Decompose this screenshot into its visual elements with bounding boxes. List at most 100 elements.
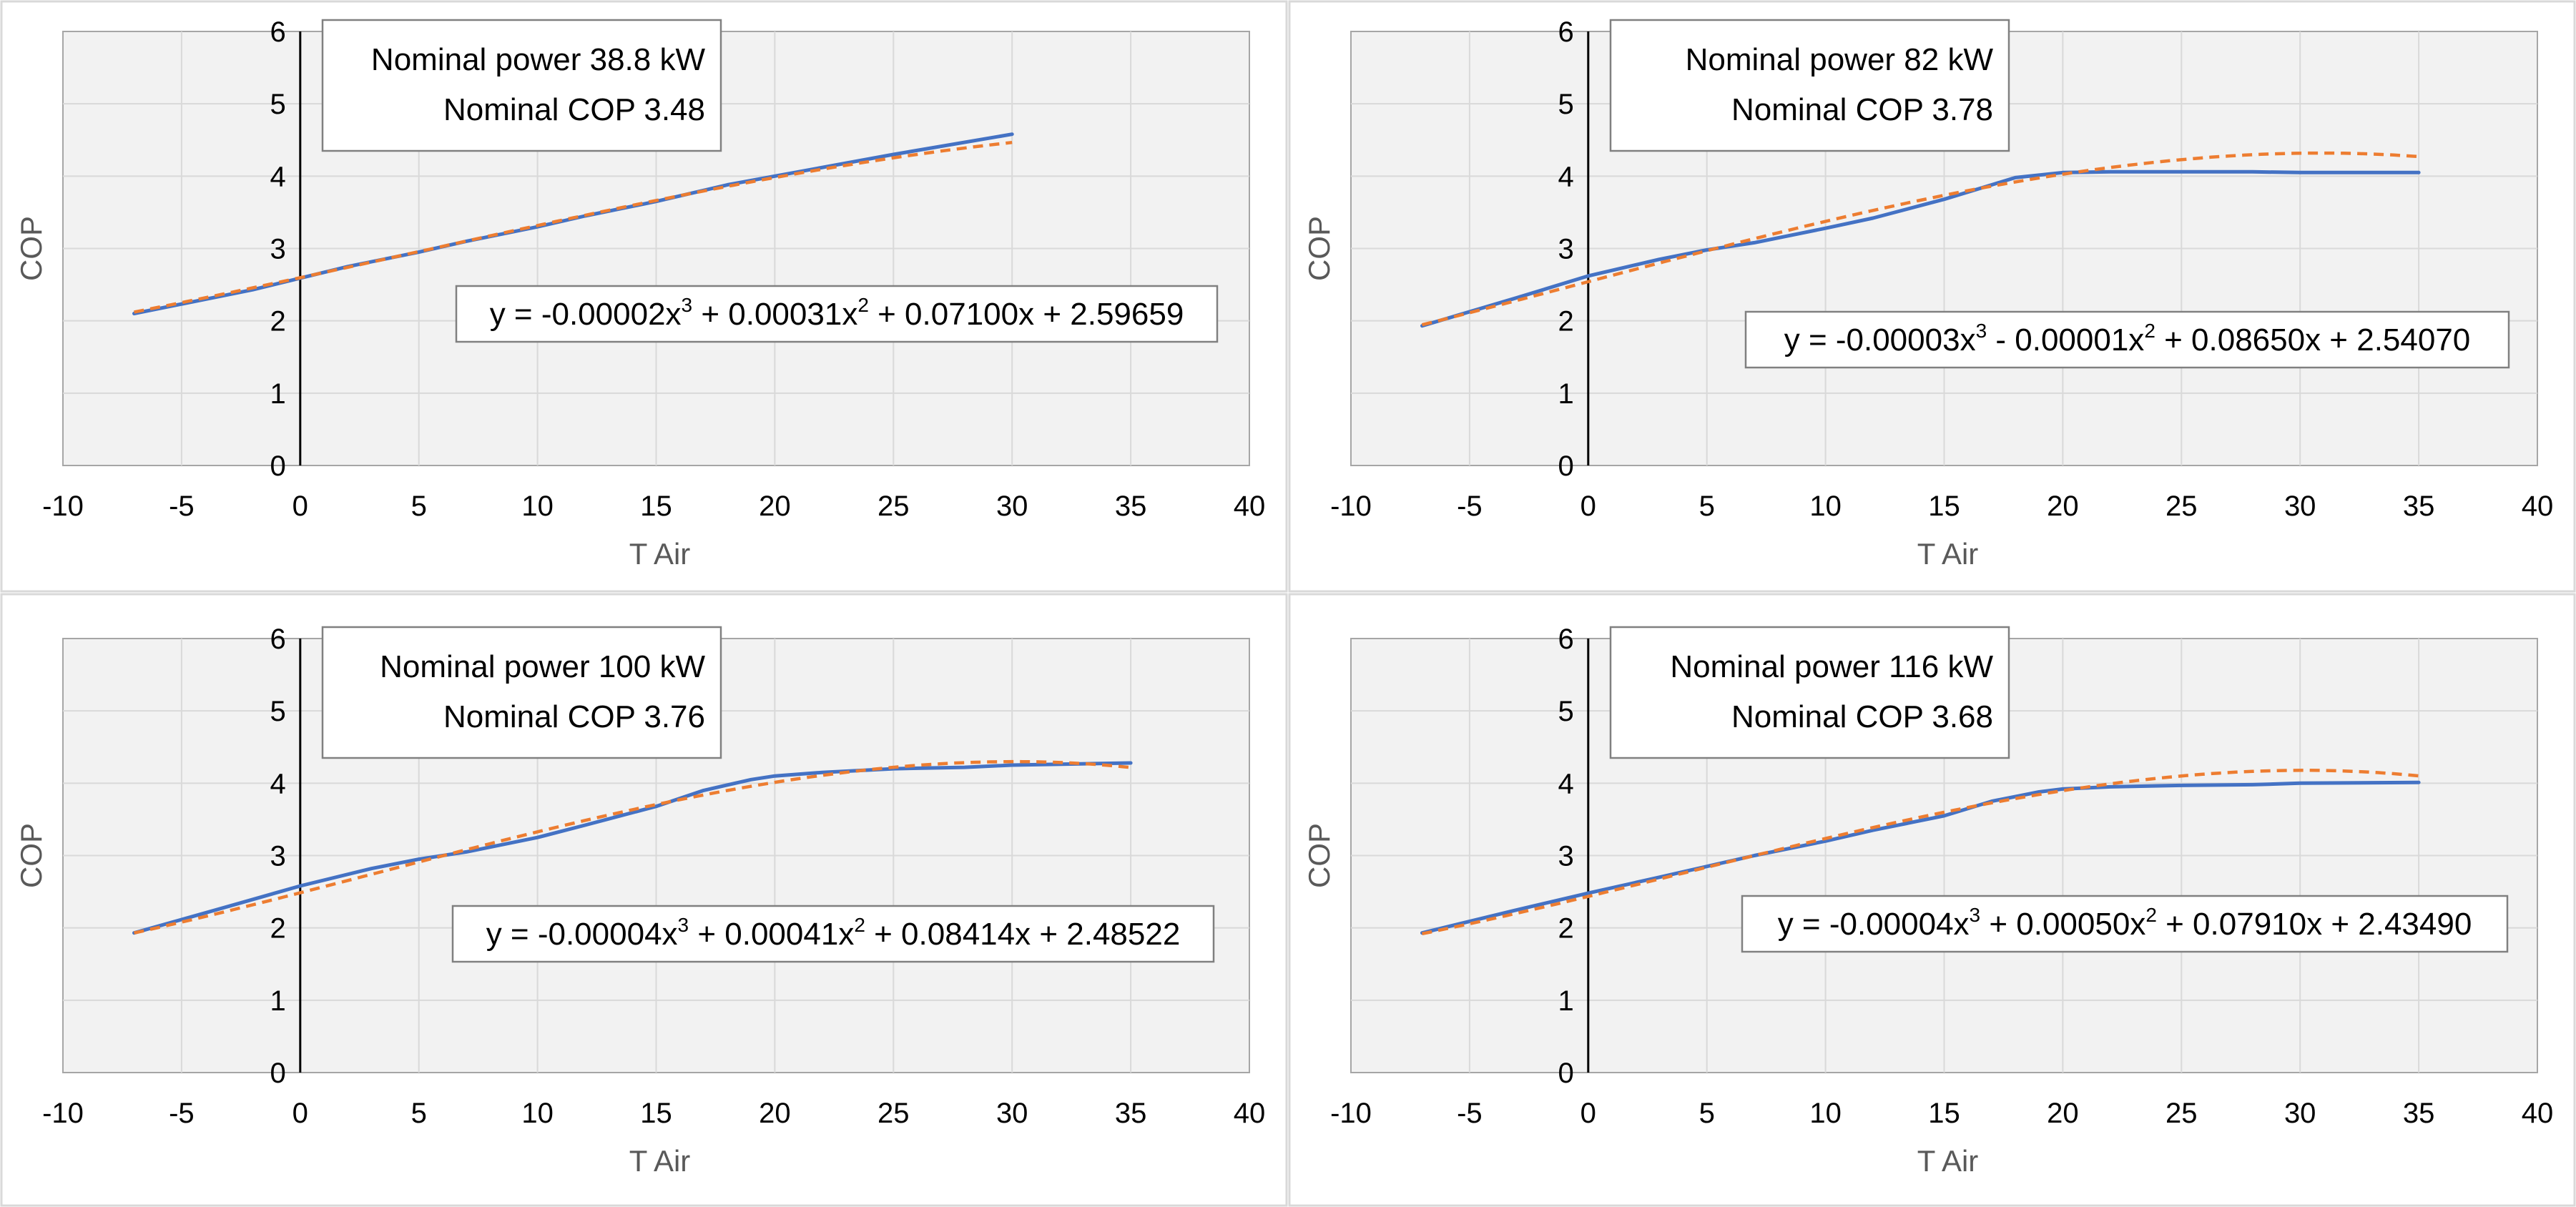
nominal-power-label: Nominal power 82 kW [1686,42,1994,77]
equation-term: y = -0.00002x [490,297,682,332]
x-tick-label: 35 [1115,1098,1147,1129]
x-tick-label: -10 [42,491,84,522]
x-tick-label: 15 [1928,491,1960,522]
x-tick-label: 5 [411,491,427,522]
trendline-equation: y = -0.00003x3 - 0.00001x2 + 0.08650x + … [1784,320,2471,358]
x-tick-label: 10 [1809,1098,1842,1129]
x-tick-label: -5 [1457,1098,1483,1129]
equation-exponent: 2 [2144,320,2155,342]
y-tick-label: 3 [1558,841,1574,872]
x-axis-title: T Air [1917,1144,1979,1178]
x-tick-label: -5 [1457,491,1483,522]
y-tick-label: 0 [270,450,286,482]
y-tick-label: 6 [270,624,286,655]
trendline-equation: y = -0.00002x3 + 0.00031x2 + 0.07100x + … [490,294,1184,332]
y-axis-title: COP [1302,216,1336,281]
x-tick-label: 15 [1928,1098,1960,1129]
y-tick-label: 1 [1558,378,1574,410]
x-axis-title: T Air [1917,537,1979,571]
nominal-power-label: Nominal power 38.8 kW [371,42,706,77]
y-tick-label: 6 [270,16,286,48]
nominal-power-label: Nominal power 100 kW [380,649,705,684]
x-tick-label: -5 [169,491,195,522]
y-tick-label: 5 [1558,89,1574,120]
x-tick-label: 40 [1234,491,1266,522]
nominal-cop-label: Nominal COP 3.76 [443,699,705,734]
equation-exponent: 2 [857,294,869,316]
equation-box [455,285,1219,343]
x-tick-label: 20 [2047,1098,2079,1129]
x-tick-label: 40 [2522,491,2554,522]
series-line-poly-fit [134,140,1013,314]
trendline-equation: y = -0.00004x3 + 0.00041x2 + 0.08414x + … [486,914,1181,952]
y-tick-label: 0 [270,1058,286,1089]
x-tick-label: 20 [759,491,791,522]
series-line-poly-fit [1421,151,2419,327]
x-tick-label: 30 [2284,1098,2316,1129]
y-tick-label: 4 [1558,768,1574,799]
nominal-cop-label: Nominal COP 3.48 [443,92,705,127]
series-line-cop [1420,169,2421,328]
y-tick-label: 1 [270,985,286,1017]
x-tick-label: 40 [1234,1098,1266,1129]
y-tick-label: 1 [270,378,286,410]
y-tick-label: 0 [1558,450,1574,482]
equation-exponent: 3 [1976,320,1987,342]
x-tick-label: 25 [2165,1098,2198,1129]
x-tick-label: -10 [42,1098,84,1129]
info-box [321,19,722,152]
equation-term: + 0.08414x + 2.48522 [865,917,1180,952]
chart-panel-3: -10 -5 0 5 10 15 20 25 30 35 40 0 1 2 3 4 5 6 T Air COP Nomi… [0,593,1288,1207]
equation-box [451,905,1215,963]
x-tick-label: -5 [169,1098,195,1129]
y-tick-label: 5 [270,696,286,727]
y-tick-label: 5 [1558,696,1574,727]
x-tick-label: 0 [292,491,308,522]
x-tick-label: 5 [1699,491,1715,522]
x-tick-label: 10 [1809,491,1842,522]
y-tick-label: 3 [270,841,286,872]
equation-term: - 0.00001x [1987,322,2144,358]
chart-panel-4: -10 -5 0 5 10 15 20 25 30 35 40 0 1 2 3 4 5 6 T Air COP Nomi… [1288,593,2576,1207]
series-line-poly-fit [134,759,1131,935]
equation-term: + 0.08650x + 2.54070 [2155,322,2470,358]
y-tick-label: 1 [1558,985,1574,1017]
x-tick-label: 0 [1580,1098,1596,1129]
chart-frame [0,593,1288,1207]
chart-frame [1288,593,2576,1207]
y-tick-label: 2 [1558,306,1574,338]
x-tick-label: 35 [2403,1098,2435,1129]
x-tick-label: 35 [1115,491,1147,522]
y-axis-title: COP [1302,823,1336,888]
x-tick-label: 25 [877,491,910,522]
x-tick-label: 10 [521,491,554,522]
y-tick-label: 2 [270,913,286,945]
nominal-cop-label: Nominal COP 3.78 [1731,92,1993,127]
equation-exponent: 3 [678,914,689,936]
info-box [1609,19,2010,152]
x-tick-label: 0 [292,1098,308,1129]
equation-term: + 0.07100x + 2.59659 [869,297,1184,332]
x-tick-label: 20 [759,1098,791,1129]
x-tick-label: 5 [1699,1098,1715,1129]
y-tick-label: 3 [270,234,286,265]
y-tick-label: 3 [1558,234,1574,265]
y-tick-label: 2 [270,306,286,338]
info-box [321,626,722,759]
equation-box [1741,895,2509,953]
equation-exponent: 3 [682,294,693,316]
y-tick-label: 6 [1558,624,1574,655]
equation-box [1744,310,2510,369]
y-tick-label: 6 [1558,16,1574,48]
equation-exponent: 2 [2145,904,2157,926]
equation-exponent: 2 [854,914,865,936]
y-tick-label: 0 [1558,1058,1574,1089]
trendline-equation: y = -0.00004x3 + 0.00050x2 + 0.07910x + … [1778,904,2472,942]
x-tick-label: 30 [2284,491,2316,522]
x-tick-label: 15 [640,491,672,522]
y-tick-label: 4 [1558,161,1574,192]
y-axis-title: COP [14,216,48,281]
equation-term: y = -0.00003x [1784,322,1976,358]
nominal-cop-label: Nominal COP 3.68 [1731,699,1993,734]
